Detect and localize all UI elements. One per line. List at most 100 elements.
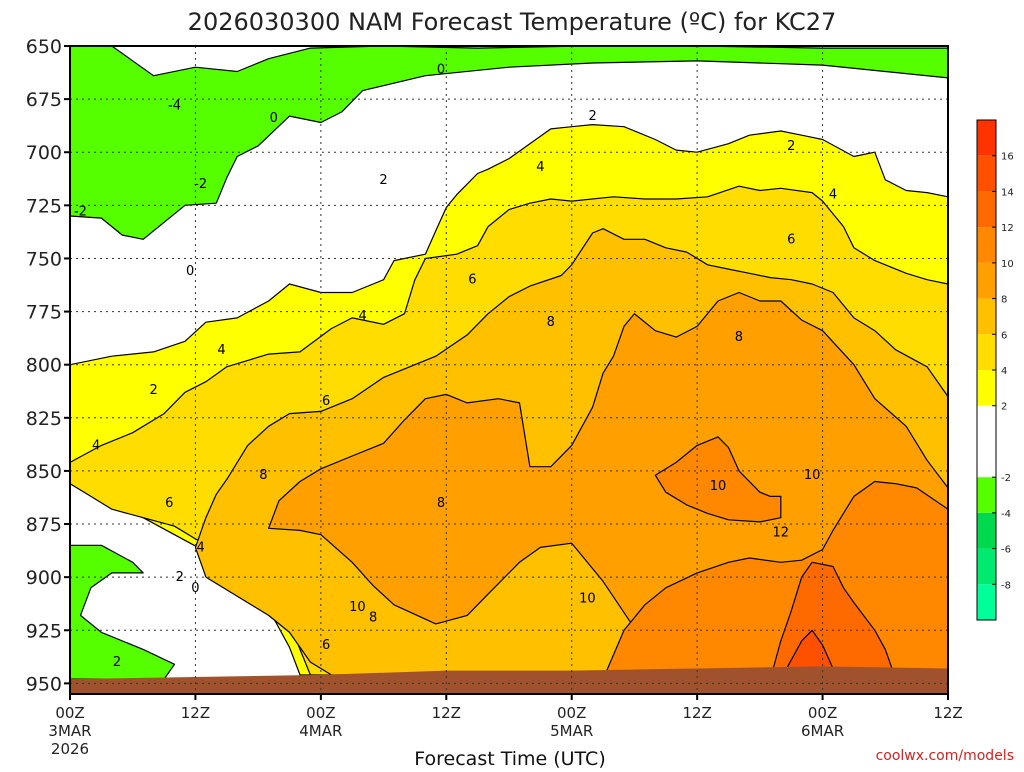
contour-label-1: -2 <box>194 177 207 192</box>
x-tick-label-0-2: 2026 <box>51 740 89 758</box>
colorbar-bin-6 <box>977 370 996 406</box>
colorbar-label-5: 6 <box>1001 330 1007 341</box>
contour-label-20: 6 <box>468 273 476 288</box>
contour-label-6: 0 <box>191 581 199 596</box>
colorbar-bin-7 <box>977 334 996 370</box>
contour-label-23: 6 <box>322 638 330 653</box>
y-tick-label-700: 700 <box>26 142 62 164</box>
plot-frame <box>69 45 949 695</box>
contour-label-8: 2 <box>787 139 795 154</box>
contour-label-14: 4 <box>829 188 837 203</box>
ground-terrain <box>70 666 948 694</box>
colorbar-label-9: -4 <box>1001 509 1011 520</box>
temperature-band--4-0 <box>70 46 948 240</box>
contour-label-2: -2 <box>74 205 87 220</box>
x-tick-label-0-0: 00Z <box>55 704 84 722</box>
y-tick-label-925: 925 <box>26 620 62 642</box>
colorbar-label-7: 2 <box>1001 402 1007 413</box>
x-tick-label-4-0: 00Z <box>557 704 586 722</box>
colorbar-bin-0 <box>977 584 996 620</box>
y-tick-label-775: 775 <box>26 302 62 324</box>
contour-label-19: 6 <box>787 232 795 247</box>
y-axis-ticks: 650 675 700 725 750 775 800 825 850 875 900 925 950 <box>26 36 70 695</box>
colorbar-bin-2 <box>977 512 996 549</box>
chart-title: 2026030300 NAM Forecast Temperature (ºC)… <box>188 8 837 36</box>
colorbar-bin-9 <box>977 262 996 299</box>
contour-label-10: 2 <box>149 383 157 398</box>
contour-label-12: 2 <box>113 655 121 670</box>
colorbar-bin-10 <box>977 227 996 263</box>
contour-label-0: -4 <box>168 98 181 113</box>
contour-label-16: 4 <box>217 343 225 358</box>
colorbar-bin-3 <box>977 477 996 513</box>
y-tick-label-800: 800 <box>26 355 62 377</box>
colorbar-label-3: 10 <box>1001 259 1014 270</box>
x-tick-label-1-0: 12Z <box>181 704 210 722</box>
x-tick-label-5-0: 12Z <box>682 704 711 722</box>
colorbar-label-10: -6 <box>1001 545 1011 556</box>
contour-label-11: 2 <box>176 570 184 585</box>
colorbar-bin-8 <box>977 298 996 335</box>
contour-label-31: 10 <box>579 591 596 606</box>
colorbar-label-2: 12 <box>1001 223 1014 234</box>
colorbar-bin-5 <box>977 405 996 442</box>
contour-label-4: 0 <box>270 111 278 126</box>
colorbar-label-1: 14 <box>1001 187 1014 198</box>
plot-area: -4-2-20000222222444444666668888810101010… <box>26 36 963 758</box>
y-tick-label-750: 750 <box>26 248 62 270</box>
contour-label-32: 10 <box>349 600 366 615</box>
y-tick-label-725: 725 <box>26 195 62 217</box>
contour-label-13: 4 <box>536 160 544 175</box>
x-tick-label-2-1: 4MAR <box>299 722 342 740</box>
y-tick-label-850: 850 <box>26 461 62 483</box>
contour-label-22: 6 <box>165 496 173 511</box>
colorbar-label-4: 8 <box>1001 295 1007 306</box>
x-tick-label-6-0: 00Z <box>808 704 837 722</box>
colorbar-bin-11 <box>977 191 996 228</box>
contour-label-24: 8 <box>547 315 555 330</box>
contour-label-30: 10 <box>710 479 727 494</box>
x-tick-label-2-0: 00Z <box>306 704 335 722</box>
credit-text[interactable]: coolwx.com/models <box>876 748 1014 764</box>
x-tick-label-4-1: 5MAR <box>550 722 593 740</box>
colorbar-bin-13 <box>977 120 996 156</box>
y-tick-label-875: 875 <box>26 514 62 536</box>
ground-layer <box>70 666 948 694</box>
colorbar-label-8: -2 <box>1001 473 1011 484</box>
y-tick-label-675: 675 <box>26 89 62 111</box>
contour-label-7: 2 <box>588 109 596 124</box>
contour-label-28: 8 <box>369 611 377 626</box>
y-tick-label-950: 950 <box>26 673 62 695</box>
colorbar-label-0: 16 <box>1001 152 1014 163</box>
colorbar-label-11: -8 <box>1001 580 1011 591</box>
y-tick-label-900: 900 <box>26 567 62 589</box>
contour-label-29: 10 <box>804 468 821 483</box>
contour-labels: -4-2-20000222222444444666668888810101010… <box>74 62 837 670</box>
x-tick-label-6-1: 6MAR <box>801 722 844 740</box>
contour-label-9: 2 <box>379 173 387 188</box>
colorbar-legend: 16 14 12 10 8 6 4 2 -2 -4 -6 -8 <box>976 119 1014 621</box>
y-tick-label-825: 825 <box>26 408 62 430</box>
y-tick-label-650: 650 <box>26 36 62 58</box>
colorbar-bin-12 <box>977 155 996 192</box>
contour-label-5: 0 <box>186 264 194 279</box>
contour-label-27: 8 <box>437 496 445 511</box>
x-axis-label: Forecast Time (UTC) <box>414 748 605 768</box>
contour-label-26: 8 <box>259 468 267 483</box>
colorbar-label-6: 4 <box>1001 366 1007 377</box>
colorbar-bin-4 <box>977 441 996 478</box>
contour-label-33: 12 <box>772 526 789 541</box>
x-tick-label-0-1: 3MAR <box>48 722 91 740</box>
contour-label-18: 4 <box>197 540 205 555</box>
contour-label-25: 8 <box>735 330 743 345</box>
x-tick-label-3-0: 12Z <box>432 704 461 722</box>
colorbar-bin-1 <box>977 548 996 585</box>
contour-label-3: 0 <box>437 62 445 77</box>
x-tick-label-7-0: 12Z <box>933 704 962 722</box>
contour-label-17: 4 <box>92 438 100 453</box>
contour-label-15: 4 <box>359 309 367 324</box>
contour-label-21: 6 <box>322 394 330 409</box>
